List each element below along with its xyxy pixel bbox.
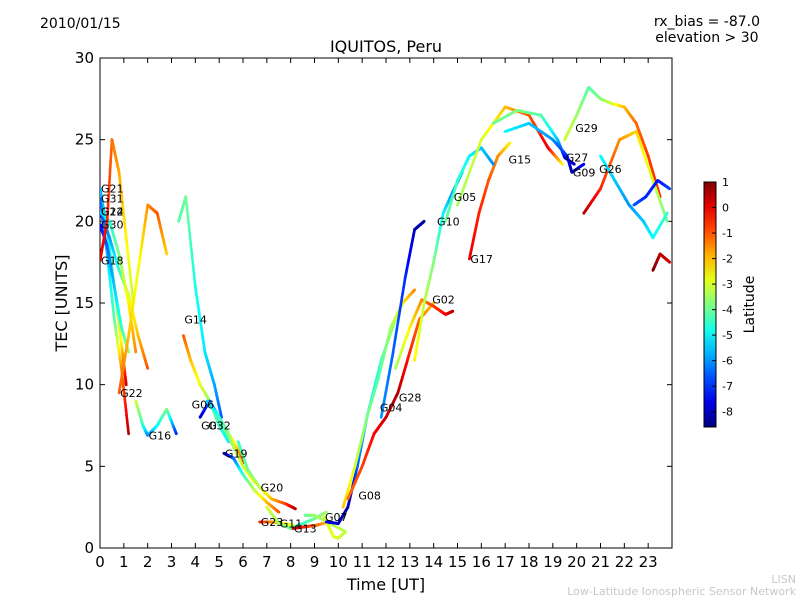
data-point-G04 [413, 288, 416, 292]
x-axis-label: Time [UT] [346, 575, 425, 594]
x-tick-label: 9 [310, 553, 320, 571]
x-tick-label: 2 [143, 553, 153, 571]
data-point-G20 [294, 507, 297, 511]
x-tick-label: 11 [353, 553, 372, 571]
data-point-G24 [146, 366, 150, 370]
x-tick-label: 20 [567, 553, 586, 571]
x-tick-label: 23 [639, 553, 658, 571]
y-tick-label: 20 [75, 212, 94, 230]
x-tick-label: 5 [214, 553, 224, 571]
data-point-G12 [134, 350, 138, 354]
y-tick-label: 0 [84, 539, 94, 557]
x-tick-label: 7 [262, 553, 272, 571]
x-tick-label: 14 [424, 553, 443, 571]
data-point-G16 [174, 432, 178, 436]
x-tick-label: 12 [376, 553, 395, 571]
data-point-G21 [124, 383, 128, 387]
x-tick-label: 3 [167, 553, 177, 571]
x-tick-label: 22 [615, 553, 634, 571]
x-tick-label: 16 [472, 553, 491, 571]
data-point-G07 [303, 513, 307, 517]
elevation-label: elevation > 30 [655, 30, 759, 46]
y-tick-label: 10 [75, 376, 94, 394]
x-tick-label: 17 [496, 553, 515, 571]
x-tick-label: 6 [238, 553, 248, 571]
data-point-G22 [165, 252, 169, 256]
x-tick-label: 8 [286, 553, 296, 571]
x-tick-label: 0 [95, 553, 105, 571]
y-tick-label: 15 [75, 294, 94, 312]
data-point-G31 [127, 432, 130, 436]
x-tick-label: 18 [519, 553, 538, 571]
x-tick-label: 4 [191, 553, 201, 571]
x-tick-label: 10 [329, 553, 348, 571]
data-point-G17 [508, 141, 512, 145]
rx-bias-label: rx_bias = -87.0 [653, 14, 760, 30]
data-point-G19 [277, 510, 281, 514]
x-tick-label: 1 [119, 553, 129, 571]
data-point-G02 [451, 309, 455, 313]
x-tick-label: 13 [400, 553, 419, 571]
y-tick-label: 5 [84, 457, 94, 475]
x-tick-label: 21 [591, 553, 610, 571]
y-tick-label: 25 [75, 131, 94, 149]
data-point-G30 [127, 350, 130, 354]
y-axis-label: TEC [UNITS] [52, 255, 71, 353]
bias-elevation-info: rx_bias = -87.0 elevation > 30 [654, 14, 760, 46]
chart-title: IQUITOS, Peru [330, 37, 442, 56]
x-tick-label: 15 [448, 553, 467, 571]
date-label: 2010/01/15 [40, 16, 121, 32]
x-tick-label: 19 [543, 553, 562, 571]
y-tick-label: 30 [75, 49, 94, 67]
data-point-G10 [422, 219, 426, 223]
